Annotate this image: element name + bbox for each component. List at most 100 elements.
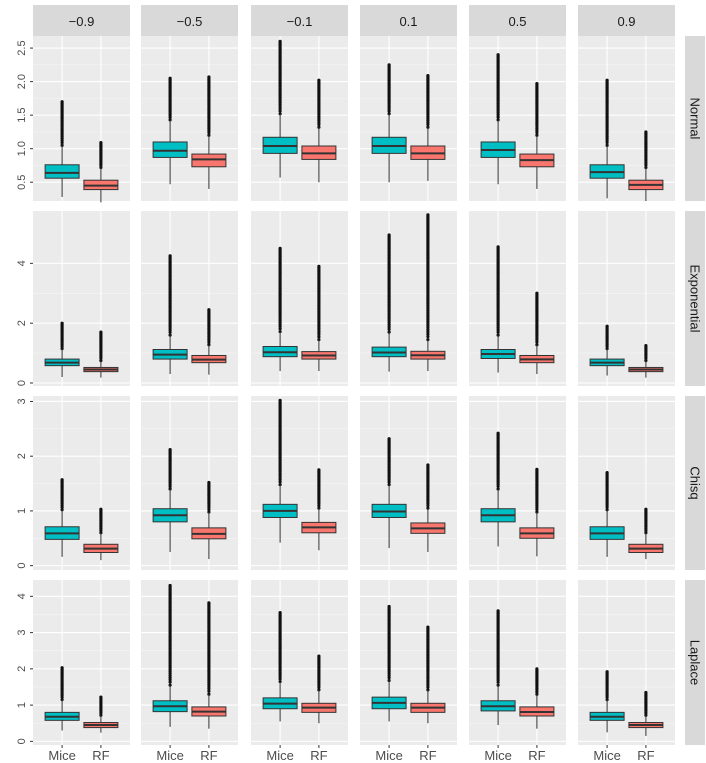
boxplot-mice (262, 39, 298, 178)
boxplot-mice (371, 437, 407, 549)
facet-panel (251, 36, 348, 201)
outlier-point (207, 75, 211, 79)
facet-panel (33, 580, 130, 745)
facet-panel (33, 396, 130, 570)
outlier-point (317, 264, 321, 268)
outlier-point (207, 601, 211, 605)
y-tick-label: 2 (16, 666, 28, 672)
outlier-point (207, 480, 211, 485)
box-iqr (44, 164, 80, 179)
boxplot-rf (628, 344, 664, 378)
panel-background (251, 211, 348, 386)
y-tick-label: 3 (16, 398, 28, 404)
boxplot-rf (301, 264, 337, 372)
boxplot-rf (628, 130, 664, 201)
y-tick-label: 1 (16, 702, 28, 708)
x-tick-label: RF (310, 748, 327, 763)
boxplot-rf (191, 75, 227, 189)
boxplot-rf (301, 654, 337, 724)
outlier-point (605, 143, 609, 147)
facet-panel (141, 580, 238, 745)
facet-panel (469, 36, 566, 201)
outlier-point (496, 609, 500, 613)
outlier-point (317, 468, 321, 472)
outlier-point (644, 130, 648, 134)
boxplot-rf (83, 695, 119, 733)
boxplot-mice (44, 478, 80, 557)
boxplot-rf (519, 467, 555, 557)
outlier-point (278, 677, 282, 681)
x-tick-label: Mice (156, 748, 183, 763)
y-tick-label: 0 (16, 563, 28, 569)
boxplot-rf (191, 480, 227, 560)
facet-col-label: −0.5 (177, 14, 203, 29)
boxplot-rf (301, 468, 337, 551)
facet-panel (578, 396, 675, 570)
outlier-point (426, 685, 430, 689)
outlier-point (605, 670, 609, 674)
boxplot-rf (410, 213, 446, 372)
panel-background (33, 211, 130, 386)
x-tick-label: RF (92, 748, 109, 763)
outlier-point (644, 690, 648, 695)
boxplot-mice (589, 78, 625, 199)
outlier-point (387, 63, 391, 67)
facet-panel (33, 211, 130, 386)
outlier-point (496, 431, 500, 435)
outlier-point (535, 667, 539, 671)
outlier-point (99, 141, 103, 145)
outlier-point (496, 115, 500, 119)
facet-col-label: 0.1 (399, 14, 417, 29)
outlier-point (496, 330, 500, 334)
y-tick-label: 0.5 (16, 175, 28, 190)
facet-strip-row (685, 36, 705, 201)
boxplot-mice (371, 63, 407, 183)
outlier-point (60, 143, 64, 147)
x-tick-label: Mice (266, 748, 293, 763)
panel-background (360, 36, 457, 201)
facet-panel (578, 211, 675, 386)
facet-panel (469, 580, 566, 745)
boxplot-mice (152, 254, 188, 375)
boxplot-rf (410, 73, 446, 181)
outlier-point (387, 604, 391, 609)
facet-panel (141, 211, 238, 386)
outlier-point (207, 130, 211, 135)
x-tick-label: RF (528, 748, 545, 763)
outlier-point (387, 437, 391, 441)
x-tick-label: RF (419, 748, 436, 763)
facet-strip-row (685, 580, 705, 745)
facet-row-label: Exponential (688, 265, 703, 333)
boxplot-mice (152, 583, 188, 727)
boxplot-mice (589, 670, 625, 733)
facet-col-label: 0.5 (508, 14, 526, 29)
boxplot-rf (301, 78, 337, 183)
outlier-point (605, 471, 609, 475)
outlier-point (278, 611, 282, 615)
outlier-point (278, 39, 282, 43)
boxplot-mice (480, 431, 516, 547)
facet-col-label: −0.1 (287, 14, 313, 29)
facet-strip-row (685, 211, 705, 386)
panel-background (141, 36, 238, 201)
facet-panel (141, 396, 238, 570)
boxplot-rf (83, 507, 119, 561)
panel-background (469, 580, 566, 745)
facet-panel (469, 396, 566, 570)
box-iqr (152, 141, 188, 158)
facet-strip-col (469, 5, 566, 36)
outlier-point (168, 583, 172, 588)
panel-background (360, 396, 457, 570)
outlier-point (317, 654, 321, 658)
outlier-point (207, 308, 211, 312)
panel-background (469, 36, 566, 201)
outlier-point (317, 78, 321, 82)
outlier-point (60, 478, 64, 482)
x-tick-label: Mice (375, 748, 402, 763)
facet-panel (469, 211, 566, 386)
outlier-point (207, 133, 211, 137)
y-tick-label: 3 (16, 630, 28, 636)
boxplot-mice (44, 321, 80, 378)
boxplot-rf (191, 601, 227, 729)
